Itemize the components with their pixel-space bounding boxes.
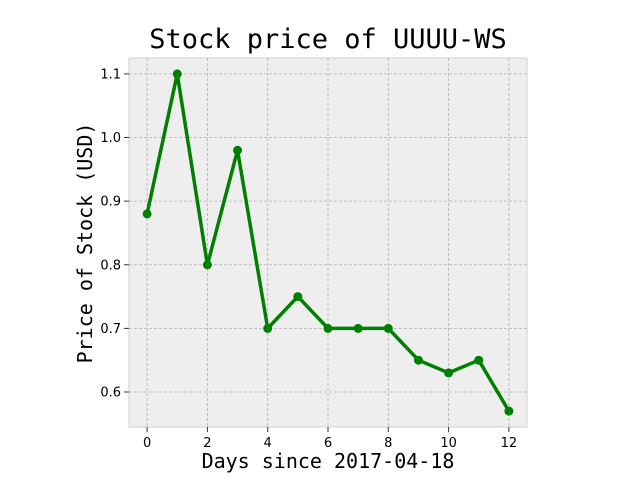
- chart-title: Stock price of UUUU-WS: [149, 24, 507, 55]
- data-point: [172, 69, 182, 79]
- data-point: [233, 145, 243, 155]
- y-tick-label: 0.6: [100, 386, 121, 401]
- y-tick-label: 0.7: [100, 322, 121, 337]
- data-point: [263, 323, 273, 333]
- axis-ticks: 0 2 4 6 8 10 12 0.6 0.7 0.8 0.9 1.0 1.1: [100, 67, 517, 451]
- data-point: [504, 406, 514, 416]
- x-tick-label: 10: [440, 436, 457, 451]
- data-point: [142, 209, 152, 219]
- x-tick-label: 12: [501, 436, 518, 451]
- series-layer: [142, 69, 514, 416]
- data-point: [323, 323, 333, 333]
- y-tick-label: 0.9: [100, 195, 121, 210]
- data-point: [444, 368, 454, 378]
- grid: [129, 58, 527, 427]
- data-point: [202, 260, 212, 270]
- data-point: [413, 355, 423, 365]
- x-axis-label: Days since 2017-04-18: [202, 449, 455, 473]
- y-axis-label: Price of Stock (USD): [73, 123, 97, 364]
- data-point: [383, 323, 393, 333]
- y-tick-label: 1.0: [100, 131, 121, 146]
- x-tick-label: 6: [324, 436, 332, 451]
- x-tick-label: 4: [264, 436, 272, 451]
- data-point: [353, 323, 363, 333]
- x-tick-label: 8: [384, 436, 392, 451]
- data-point: [293, 292, 303, 302]
- x-tick-label: 0: [143, 436, 151, 451]
- x-tick-label: 2: [203, 436, 211, 451]
- y-tick-label: 0.8: [100, 258, 121, 273]
- y-tick-label: 1.1: [100, 67, 121, 82]
- data-point: [474, 355, 484, 365]
